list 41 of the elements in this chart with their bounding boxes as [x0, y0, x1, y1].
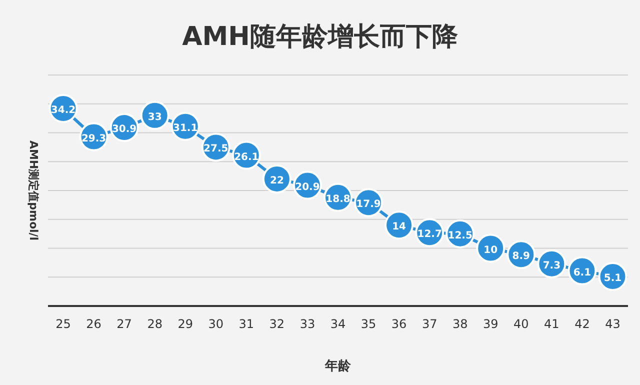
- y-axis-title: AMH测定值pmol/l: [27, 140, 40, 241]
- x-tick-label: 42: [574, 317, 590, 331]
- x-tick-label: 39: [482, 317, 498, 331]
- x-tick-label: 40: [514, 317, 529, 331]
- x-tick-label: 38: [452, 317, 468, 331]
- data-label: 30.9: [112, 124, 137, 136]
- x-tick-label: 33: [300, 317, 316, 331]
- x-tick-label: 41: [544, 317, 560, 331]
- x-tick-label: 36: [391, 317, 407, 331]
- x-tick-label: 31: [238, 317, 254, 331]
- data-label: 12.7: [417, 229, 442, 240]
- data-label: 5.1: [604, 273, 622, 284]
- data-label: 33: [148, 112, 162, 123]
- x-axis-title: 年龄: [324, 359, 352, 374]
- data-label: 27.5: [204, 144, 228, 155]
- data-label: 14: [392, 222, 406, 233]
- data-label: 12.5: [448, 230, 472, 242]
- data-label: 34.2: [50, 104, 76, 116]
- x-tick-label: 26: [86, 317, 102, 331]
- x-tick-label: 28: [147, 317, 162, 331]
- x-tick-label: 34: [330, 317, 346, 331]
- data-label: 29.3: [81, 133, 106, 144]
- chart-title: AMH随年龄增长而下降: [182, 22, 458, 52]
- data-label: 17.9: [356, 199, 381, 210]
- x-tick-label: 30: [208, 317, 224, 331]
- data-label: 31.1: [173, 122, 198, 134]
- x-tick-label: 27: [116, 317, 132, 331]
- data-label: 22: [270, 175, 284, 186]
- data-label: 10: [484, 244, 498, 256]
- data-label: 8.9: [512, 251, 530, 262]
- x-tick-label: 43: [605, 317, 620, 331]
- x-tick-label: 32: [269, 317, 285, 331]
- data-label: 26.1: [234, 152, 259, 163]
- data-label: 6.1: [573, 267, 592, 278]
- x-tick-label: 35: [360, 317, 376, 331]
- data-label: 7.3: [542, 260, 561, 272]
- x-tick-label: 37: [422, 317, 438, 331]
- x-tick-label: 25: [56, 317, 71, 331]
- data-label: 20.9: [295, 182, 320, 193]
- x-tick-label: 29: [178, 317, 194, 331]
- data-label: 18.8: [326, 194, 350, 205]
